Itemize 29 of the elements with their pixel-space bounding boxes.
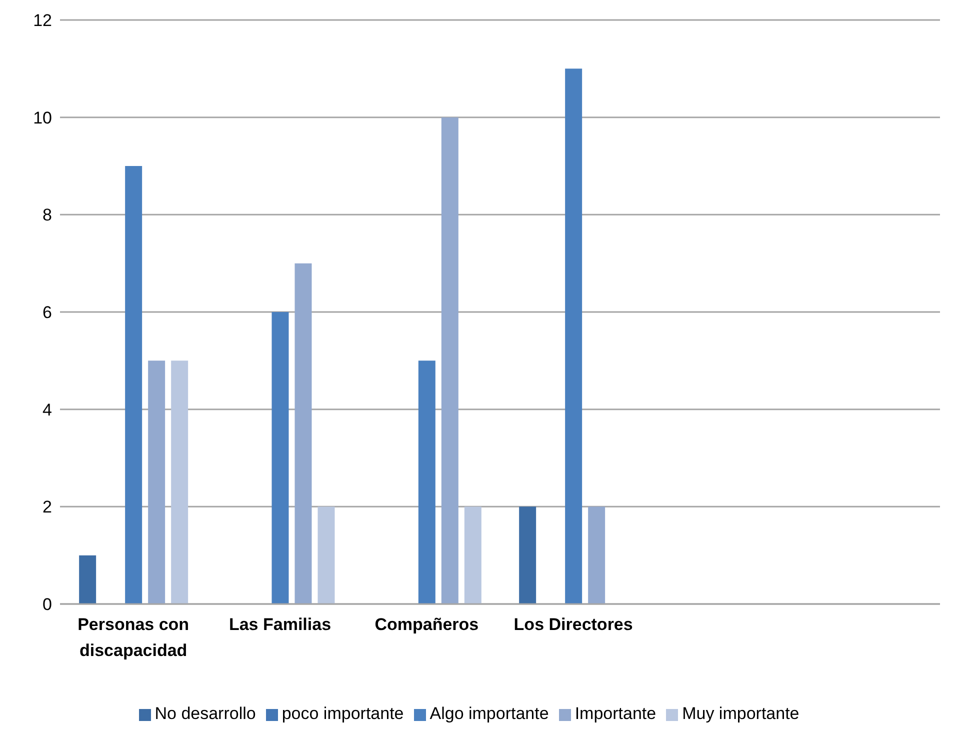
bar [519,506,536,604]
legend-label: No desarrollo [154,704,256,723]
y-tick-label: 2 [42,498,52,517]
y-tick-label: 6 [42,303,52,322]
bar [441,117,458,604]
x-tick-label: Compañeros [374,615,479,634]
bar [565,68,582,604]
legend-label: poco importante [282,704,404,723]
y-tick-label: 4 [42,400,52,420]
bar [464,506,482,604]
y-tick-label: 0 [42,595,52,614]
y-tick-label: 10 [33,108,52,128]
x-tick-label: Personas con discapacidad [78,615,190,660]
bar [294,263,312,604]
bar [171,360,188,604]
y-tick-label: 12 [33,11,52,30]
bar [418,360,436,604]
legend-label: Muy importante [682,704,800,723]
x-tick-label: Los Directores [514,615,633,634]
legend-label: Algo importante [430,704,549,723]
bar [125,166,142,604]
bar [79,555,96,604]
bar [318,506,335,604]
legend-label: Importante [574,704,656,723]
bar [148,360,166,604]
bar [272,312,289,604]
bar [588,506,606,604]
y-tick-label: 8 [42,206,52,225]
x-tick-label: Las Familias [228,615,332,634]
